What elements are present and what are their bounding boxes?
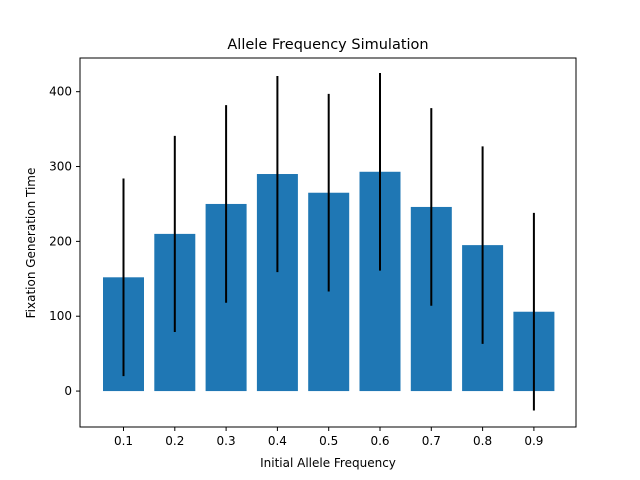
y-tick-label: 400 — [49, 85, 72, 99]
x-tick-label: 0.6 — [370, 434, 389, 448]
x-tick-label: 0.7 — [422, 434, 441, 448]
x-tick-label: 0.5 — [319, 434, 338, 448]
y-tick-label: 200 — [49, 234, 72, 248]
y-tick-label: 300 — [49, 160, 72, 174]
y-axis: 0 100 200 300 400 — [49, 85, 80, 398]
y-axis-label: Fixation Generation Time — [24, 168, 38, 319]
x-tick-label: 0.8 — [473, 434, 492, 448]
axes-frame — [79, 57, 577, 428]
x-axis: 0.1 0.2 0.3 0.4 0.5 0.6 0.7 0.8 0.9 — [114, 427, 543, 448]
x-tick-label: 0.3 — [217, 434, 236, 448]
x-tick-label: 0.2 — [165, 434, 184, 448]
x-axis-label: Initial Allele Frequency — [260, 456, 396, 470]
x-tick-label: 0.1 — [114, 434, 133, 448]
y-tick-label: 100 — [49, 309, 72, 323]
x-tick-label: 0.9 — [524, 434, 543, 448]
y-tick-label: 0 — [64, 384, 72, 398]
plot-area — [103, 72, 555, 411]
x-tick-label: 0.4 — [268, 434, 287, 448]
chart-title: Allele Frequency Simulation — [227, 37, 428, 53]
